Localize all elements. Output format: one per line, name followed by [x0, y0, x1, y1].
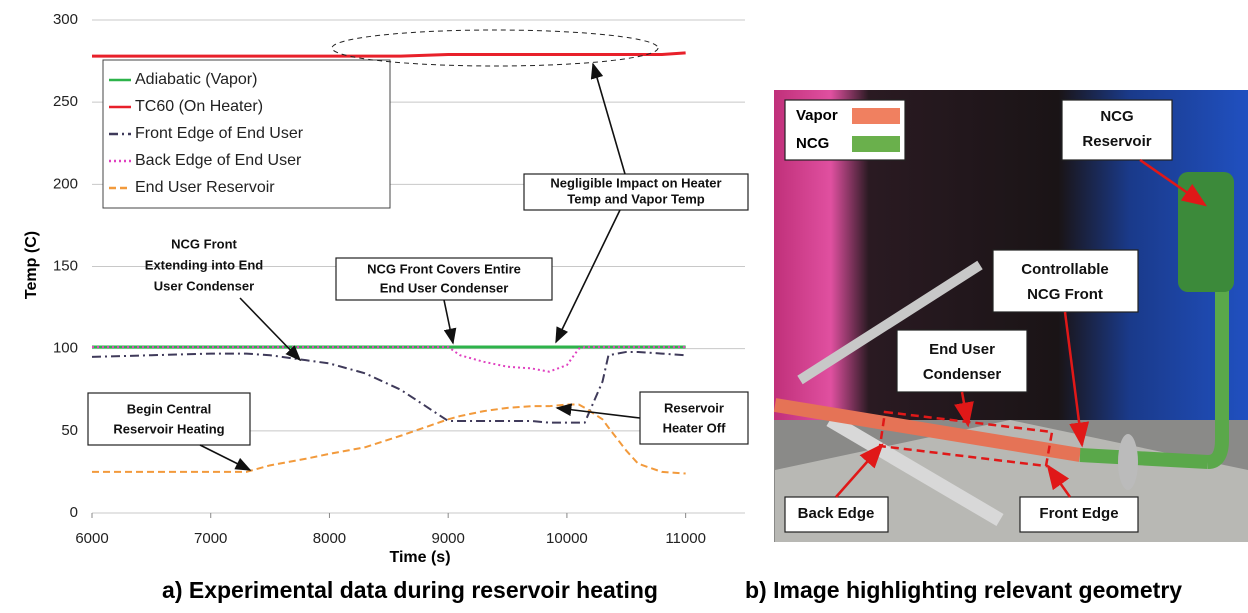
- y-tick-label: 150: [53, 257, 78, 274]
- y-axis-label: Temp (C): [23, 231, 40, 299]
- photo-label: Condenser: [923, 366, 1002, 383]
- annotation: Reservoir Heating: [113, 421, 224, 436]
- photo-label: Reservoir: [1082, 133, 1151, 150]
- x-tick-label: 9000: [431, 530, 464, 547]
- x-tick-label: 6000: [75, 530, 108, 547]
- legend-label: Adiabatic (Vapor): [135, 71, 257, 88]
- y-tick-label: 250: [53, 93, 78, 110]
- annotation: NCG Front: [171, 236, 237, 251]
- x-axis-label: Time (s): [389, 549, 450, 566]
- photo-label: Front Edge: [1039, 505, 1118, 522]
- photo-label: End User: [929, 341, 995, 358]
- x-tick-label: 7000: [194, 530, 227, 547]
- annotation: Reservoir: [664, 400, 724, 415]
- annotation: NCG Front Covers Entire: [367, 261, 521, 276]
- y-tick-label: 100: [53, 340, 78, 357]
- legend-swatch: [852, 136, 900, 152]
- legend-label: Front Edge of End User: [135, 125, 304, 142]
- photo-label: Back Edge: [798, 505, 875, 522]
- caption: b) Image highlighting relevant geometry: [745, 577, 1182, 603]
- y-tick-label: 0: [70, 504, 78, 521]
- arrow: [593, 64, 625, 174]
- y-tick-label: 200: [53, 175, 78, 192]
- y-tick-label: 50: [61, 422, 78, 439]
- arrow: [556, 210, 620, 342]
- photo-label: Controllable: [1021, 261, 1109, 278]
- annotation: User Condenser: [154, 278, 254, 293]
- photo-legend-label: NCG: [796, 135, 829, 152]
- caption: a) Experimental data during reservoir he…: [162, 577, 658, 603]
- photo-label: NCG: [1100, 108, 1133, 125]
- x-tick-label: 8000: [313, 530, 346, 547]
- x-tick-label: 11000: [665, 530, 706, 547]
- legend-swatch: [852, 108, 900, 124]
- x-tick-label: 10000: [546, 530, 588, 547]
- series-line: [92, 347, 686, 372]
- y-tick-label: 300: [53, 11, 78, 28]
- annotation: Negligible Impact on Heater: [550, 175, 721, 190]
- legend-label: End User Reservoir: [135, 179, 275, 196]
- annotation: Temp and Vapor Temp: [567, 191, 705, 206]
- photo-label: NCG Front: [1027, 286, 1103, 303]
- legend-label: Back Edge of End User: [135, 152, 302, 169]
- figure: 0 50 100 150 200 250 300 6000 7000 8000 9000 10000 1…: [0, 0, 1248, 608]
- annotation: Heater Off: [663, 420, 727, 435]
- arrow: [200, 445, 250, 470]
- highlight-ellipse: [332, 30, 658, 66]
- series-line: [92, 53, 686, 56]
- annotation: End User Condenser: [380, 280, 509, 295]
- legend-label: TC60 (On Heater): [135, 98, 263, 115]
- arrow: [444, 300, 453, 343]
- annotation: Begin Central: [127, 401, 212, 416]
- arrow: [240, 298, 300, 360]
- annotation: Extending into End: [145, 257, 263, 272]
- photo-legend-label: Vapor: [796, 107, 838, 124]
